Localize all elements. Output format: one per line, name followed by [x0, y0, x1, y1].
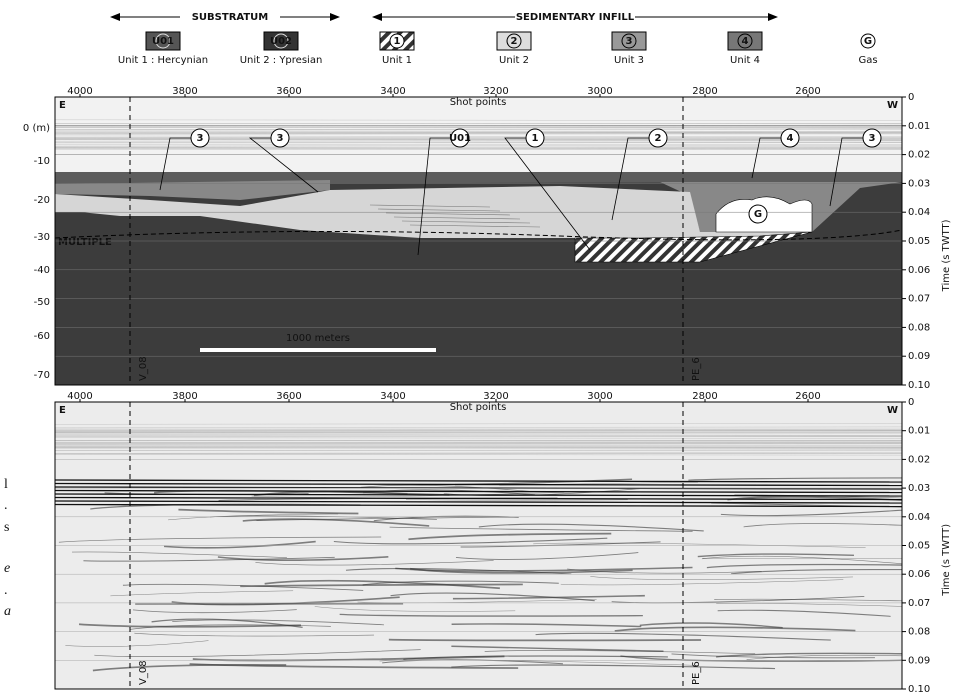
panel-end: W [887, 100, 898, 111]
caption-fragment: a [4, 604, 11, 619]
callout-label: 3 [277, 133, 284, 144]
time-tick-label: 0 [908, 92, 914, 103]
x-axis-label: Shot points [450, 402, 507, 413]
x-tick-label: 3000 [587, 86, 612, 97]
callout-label: G [754, 209, 762, 220]
callout-label: 4 [787, 133, 794, 144]
legend-label: Gas [858, 55, 877, 66]
caption-fragment: . [4, 498, 8, 513]
multiple-label: MULTIPLE [58, 237, 112, 248]
time-tick-label: 0.07 [908, 598, 930, 609]
time-tick-label: 0.05 [908, 541, 930, 552]
x-tick-label: 3600 [276, 391, 301, 402]
x-tick-label: 2800 [692, 86, 717, 97]
legend-symbol: 4 [742, 36, 749, 47]
x-tick-label: 4000 [67, 391, 92, 402]
time-tick-label: 0.02 [908, 454, 930, 465]
time-tick-label: 0 [908, 397, 914, 408]
x-tick-label: 3200 [483, 86, 508, 97]
legend-symbol: G [864, 36, 872, 47]
legend-symbol: U01 [152, 36, 174, 47]
caption-fragment: . [4, 583, 8, 598]
time-tick-label: 0.08 [908, 322, 930, 333]
page: SUBSTRATUM SEDIMENTARY INFILL U01 Unit 1 : … [0, 0, 954, 693]
depth-tick-label: -30 [34, 232, 50, 243]
depth-tick-label: -60 [34, 331, 50, 342]
reflector [389, 640, 701, 641]
time-tick-label: 0.09 [908, 351, 930, 362]
time-tick-label: 0.03 [908, 178, 930, 189]
time-tick-label: 0.01 [908, 121, 930, 132]
time-axis-label: Time (s TWTT) [941, 219, 952, 292]
legend-group: SEDIMENTARY INFILL [516, 12, 635, 23]
time-tick-label: 0.10 [908, 684, 930, 693]
panel-body: V_08 PE_6 [55, 402, 954, 689]
depth-tick-label: -50 [34, 297, 50, 308]
legend-group: SUBSTRATUM [192, 12, 269, 23]
x-tick-label: 3400 [380, 391, 405, 402]
scale-bar-label: 1000 meters [286, 333, 350, 344]
time-tick-label: 0.06 [908, 265, 930, 276]
time-tick-label: 0.02 [908, 150, 930, 161]
legend-label: Unit 1 : Hercynian [118, 55, 208, 66]
panel-2: V_08 PE_6 E W 4000 3800 3600 3400 3200 3000 2800 26… [55, 391, 954, 693]
time-axis-label: Time (s TWTT) [941, 524, 952, 597]
callout-label: 3 [197, 133, 204, 144]
x-tick-label: 2800 [692, 391, 717, 402]
callout-label: 2 [655, 133, 662, 144]
depth-tick-label: -10 [34, 156, 50, 167]
depth-tick-label: -40 [34, 265, 50, 276]
time-tick-label: 0.04 [908, 512, 930, 523]
time-tick-label: 0.05 [908, 236, 930, 247]
legend-symbol: 2 [511, 36, 518, 47]
callout-label: U01 [449, 133, 471, 144]
callout-label: 1 [532, 133, 539, 144]
legend-label: Unit 2 : Ypresian [240, 55, 323, 66]
x-tick-label: 4000 [67, 86, 92, 97]
time-tick-label: 0.04 [908, 207, 930, 218]
marker-label: PE_6 [691, 357, 702, 381]
depth-tick-label: -20 [34, 195, 50, 206]
marker-label: PE_6 [691, 661, 702, 685]
time-tick-label: 0.01 [908, 426, 930, 437]
x-tick-label: 2600 [795, 391, 820, 402]
x-tick-label: 3400 [380, 86, 405, 97]
time-tick-label: 0.10 [908, 380, 930, 391]
x-tick-label: 3200 [483, 391, 508, 402]
marker-label: V_08 [138, 356, 149, 381]
marker-label: V_08 [138, 660, 149, 685]
depth-tick-label: -70 [34, 370, 50, 381]
figure: SUBSTRATUM SEDIMENTARY INFILL U01 Unit 1 : … [0, 0, 954, 693]
x-tick-label: 3800 [172, 391, 197, 402]
panel-end: W [887, 405, 898, 416]
caption-fragment: e [4, 561, 10, 576]
time-tick-label: 0.06 [908, 569, 930, 580]
legend-label: Unit 1 [382, 55, 412, 66]
x-axis-label: Shot points [450, 97, 507, 108]
time-tick-label: 0.08 [908, 627, 930, 638]
caption-fragment: s [4, 520, 9, 535]
depth-tick-label: 0 (m) [23, 123, 50, 134]
legend-symbol: U02 [270, 36, 292, 47]
legend-label: Unit 2 [499, 55, 529, 66]
caption-fragment: l [4, 477, 8, 492]
time-tick-label: 0.07 [908, 294, 930, 305]
callout-label: 3 [869, 133, 876, 144]
legend-label: Unit 3 [614, 55, 644, 66]
x-tick-label: 3600 [276, 86, 301, 97]
panel-end: E [59, 100, 66, 111]
time-tick-label: 0.09 [908, 655, 930, 666]
panel-1: 1000 meters MULTIPLE V_08 PE_6 E W 4000 3800 360… [23, 86, 952, 391]
panel-end: E [59, 405, 66, 416]
time-tick-label: 0.03 [908, 483, 930, 494]
x-tick-label: 3000 [587, 391, 612, 402]
legend-symbol: 3 [626, 36, 633, 47]
x-tick-label: 2600 [795, 86, 820, 97]
legend-symbol: 1 [394, 36, 401, 47]
panel-body: 1000 meters MULTIPLE V_08 PE_6 [55, 97, 902, 385]
x-tick-label: 3800 [172, 86, 197, 97]
legend-label: Unit 4 [730, 55, 760, 66]
